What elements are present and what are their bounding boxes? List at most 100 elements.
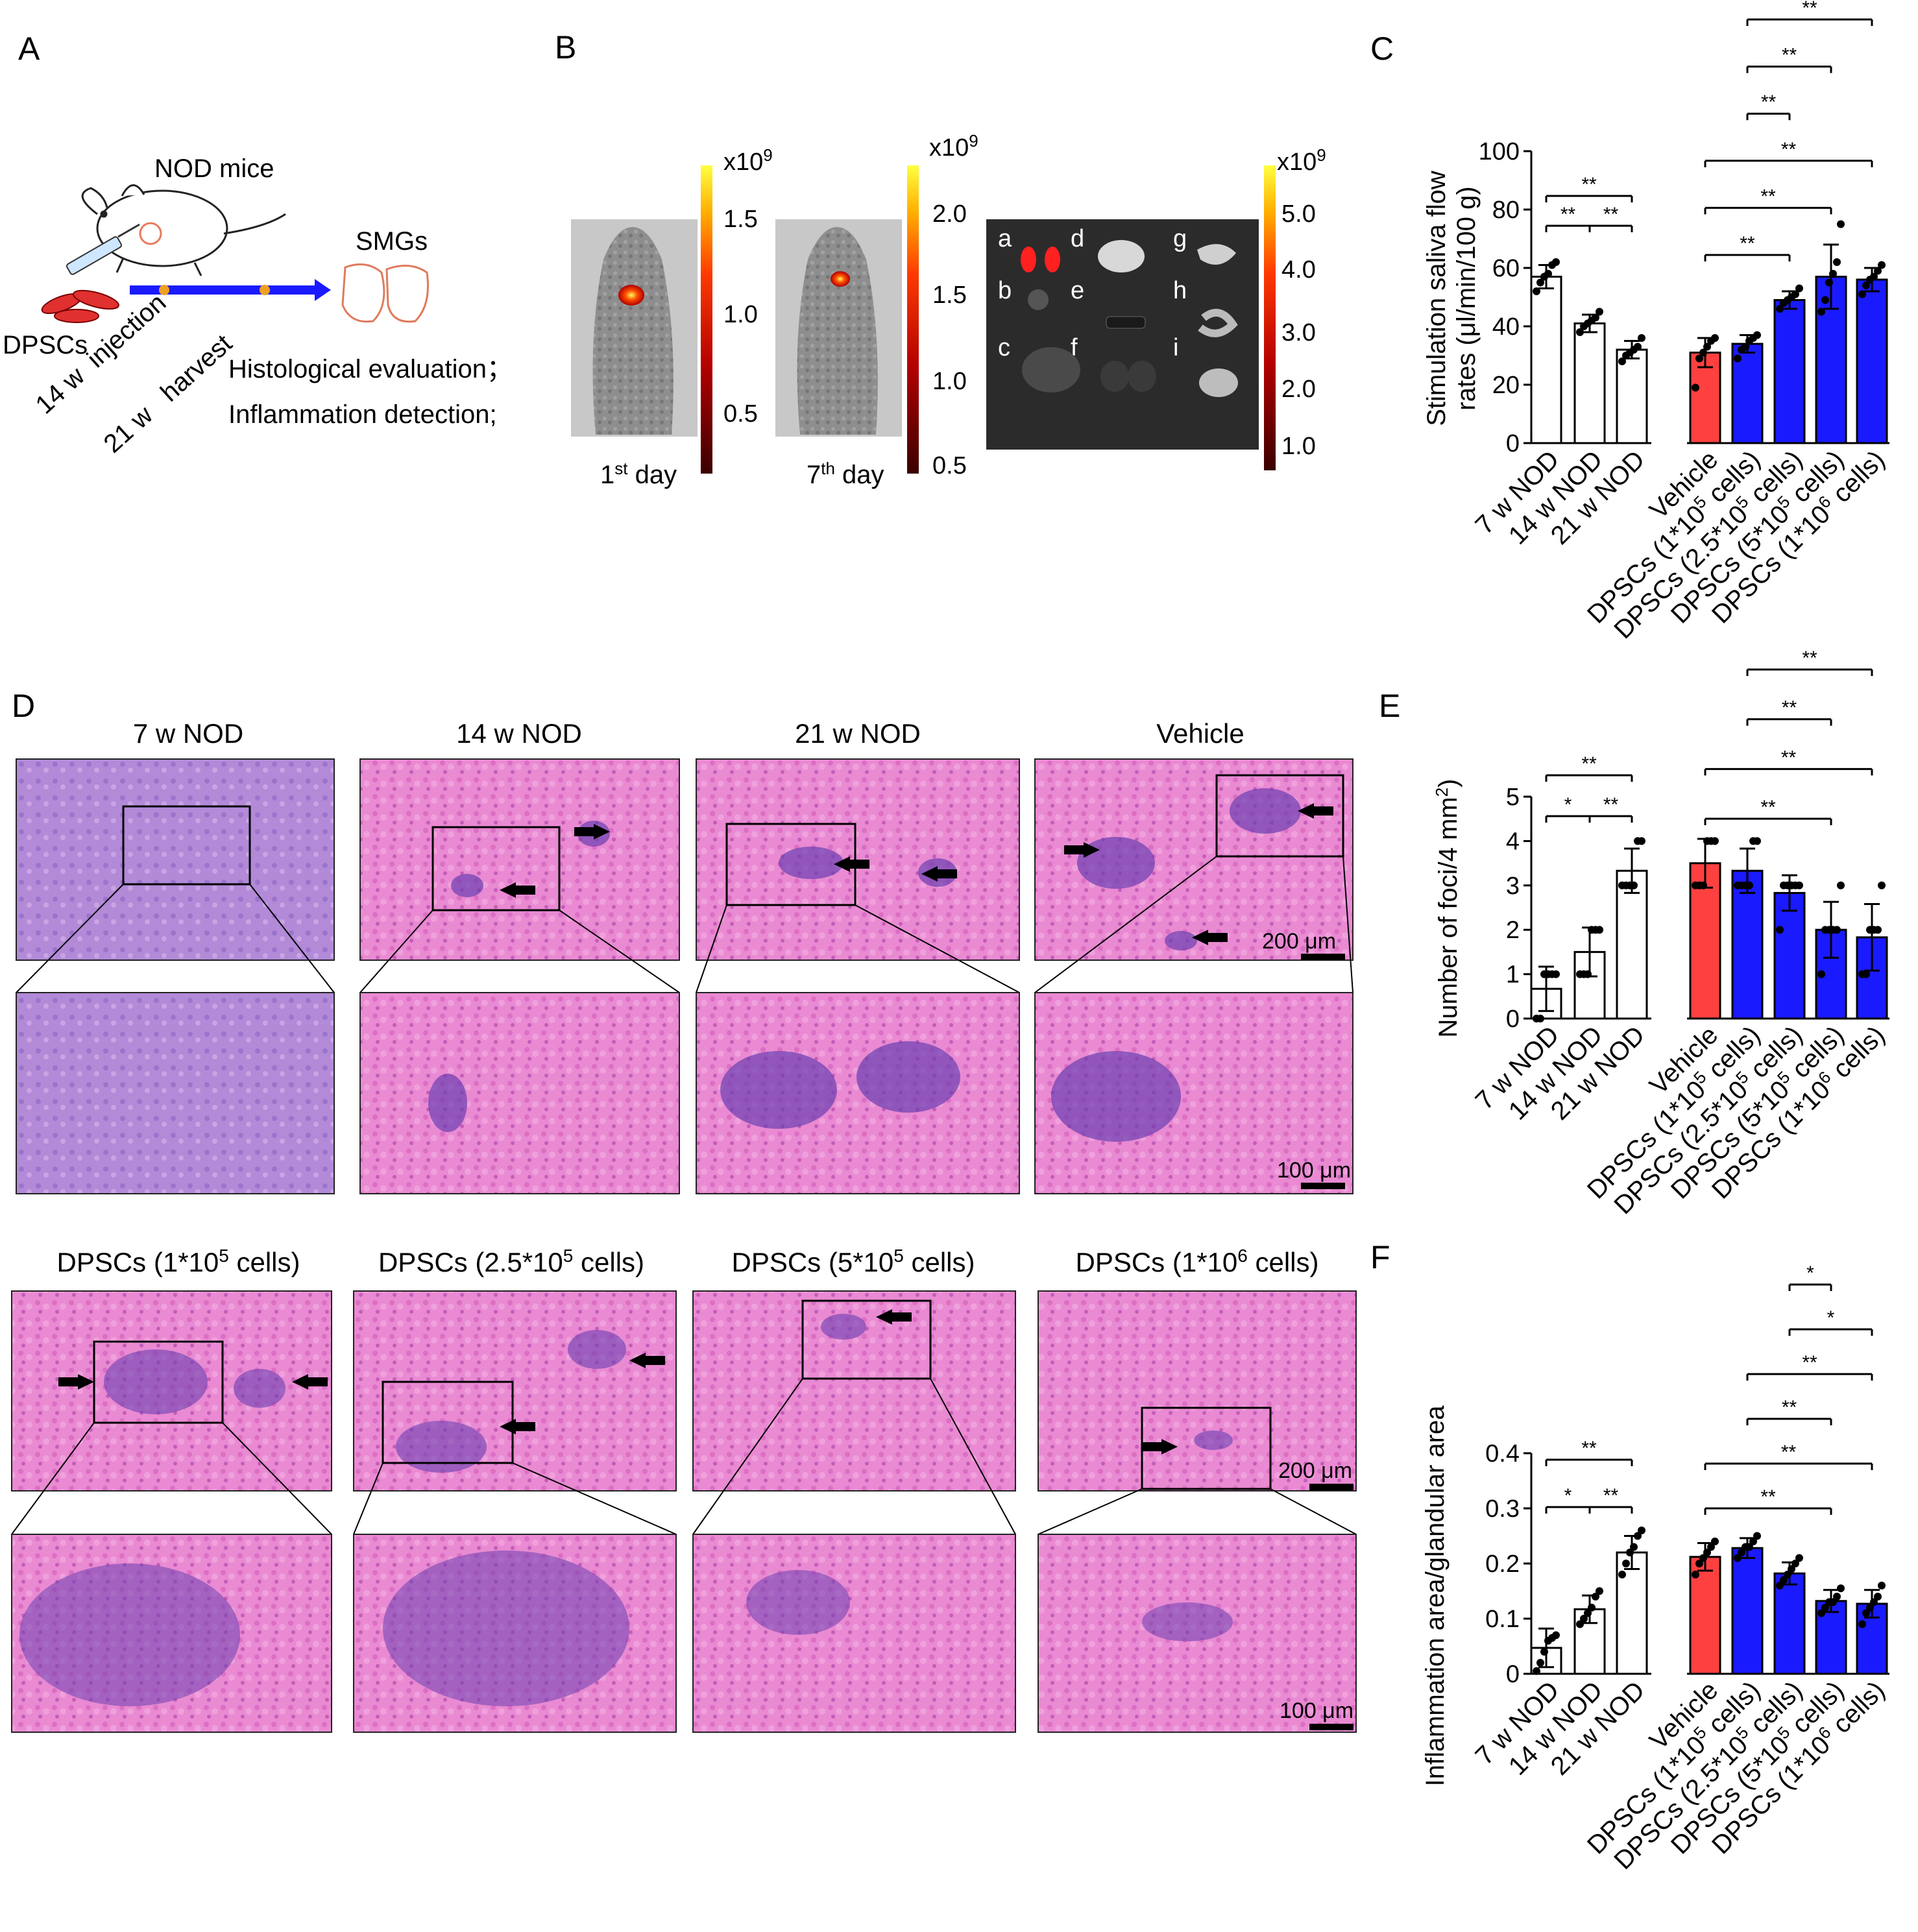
scale-bar-label: 100 μm — [1277, 1158, 1351, 1183]
data-point — [1874, 1593, 1882, 1600]
colorbar-day7-tick: 1.5 — [932, 282, 967, 309]
data-point — [1858, 1620, 1866, 1628]
data-point — [1544, 270, 1552, 278]
data-point — [1817, 970, 1825, 978]
significance-label: ** — [1760, 186, 1776, 207]
colorbar-day1-tick: 1.0 — [723, 301, 758, 328]
panel-letter-d: D — [12, 688, 35, 724]
colorbar-organs-tick: 3.0 — [1281, 319, 1316, 346]
timeline-marker-injection — [159, 285, 169, 295]
panel-letter-f: F — [1370, 1239, 1390, 1275]
data-point — [1703, 1549, 1711, 1556]
significance-label: ** — [1603, 204, 1619, 225]
significance-label: * — [1564, 794, 1572, 815]
y-tick-label: 0 — [1506, 430, 1520, 457]
data-point — [1618, 357, 1626, 365]
histology-title: DPSCs (1*105 cells) — [56, 1246, 300, 1277]
ivis-mouse-day1 — [592, 227, 674, 435]
significance-label: ** — [1581, 1438, 1597, 1459]
data-point — [1596, 926, 1603, 934]
organ-letter: f — [1071, 334, 1078, 361]
bar — [1573, 322, 1606, 444]
data-point — [1788, 1565, 1795, 1573]
organ-letter: a — [998, 225, 1012, 252]
data-point — [1695, 1560, 1703, 1567]
data-point — [1878, 881, 1886, 889]
data-point — [1576, 328, 1584, 336]
data-point — [1791, 290, 1799, 298]
scale-bar — [1309, 1724, 1354, 1730]
zoom-connectors — [16, 856, 1354, 993]
arrow-icon — [500, 803, 1333, 945]
y-tick-label: 3 — [1506, 873, 1520, 900]
data-point — [1870, 272, 1878, 281]
organ-letter: c — [998, 334, 1010, 361]
organ-letter: i — [1173, 334, 1178, 361]
scale-bar-label: 200 μm — [1262, 929, 1336, 954]
colorbar-organs-tick: 5.0 — [1281, 200, 1316, 228]
y-tick-label: 0.3 — [1485, 1495, 1520, 1523]
colorbar-day7-tick: 0.5 — [932, 452, 967, 479]
y-axis-label: Inflammation area/glandular area — [1421, 1405, 1450, 1787]
histology-row2-zoom-boxes — [93, 1299, 1272, 1490]
y-axis-label: Stimulation saliva flowrates (μl/min/100… — [1422, 171, 1481, 426]
data-point — [1742, 343, 1749, 351]
significance-label: ** — [1761, 91, 1777, 113]
timeline-arrowhead — [315, 279, 331, 301]
organ-letter: e — [1071, 277, 1084, 304]
data-point — [1829, 270, 1837, 278]
data-point — [1829, 1598, 1837, 1606]
ivis-signal-day1 — [618, 285, 644, 306]
data-point — [1734, 354, 1742, 363]
data-point — [1584, 1609, 1592, 1617]
data-point — [1692, 1571, 1699, 1578]
colorbar-organs-tick: 1.0 — [1281, 433, 1316, 460]
organ-label: SMGs — [356, 227, 428, 256]
scale-bar-label: 200 μm — [1278, 1458, 1352, 1483]
data-point — [1833, 926, 1841, 934]
data-point — [1795, 284, 1803, 293]
significance-label: ** — [1760, 1486, 1776, 1508]
y-tick-label: 5 — [1506, 784, 1520, 811]
data-point — [1749, 1538, 1757, 1545]
histology-row2-lowmag — [11, 1290, 1357, 1491]
significance-label: * — [1806, 1262, 1814, 1284]
significance-label: ** — [1781, 139, 1797, 160]
data-point — [1753, 1532, 1761, 1540]
data-point — [1791, 1560, 1799, 1567]
data-point — [1533, 287, 1540, 295]
significance-label: ** — [1782, 1397, 1797, 1418]
data-point — [1874, 926, 1882, 934]
y-tick-label: 0.4 — [1485, 1440, 1520, 1467]
data-point — [1592, 313, 1599, 322]
bar — [1856, 278, 1888, 444]
he-image — [359, 992, 680, 1194]
data-point — [1703, 343, 1711, 351]
significance-label: ** — [1581, 174, 1597, 195]
histology-title: 7 w NOD — [133, 718, 243, 749]
data-point — [1753, 837, 1761, 845]
bar — [1616, 1551, 1648, 1675]
significance-label: ** — [1802, 1352, 1817, 1373]
data-point — [1862, 282, 1870, 289]
panel-b: B x109 1.5 1.0 0.5 1st day x109 2.0 1.5 … — [555, 29, 1326, 489]
organ-letter: g — [1173, 225, 1187, 252]
histology-title: Vehicle — [1156, 718, 1244, 749]
organ-letters: a b c d e f g h i — [998, 225, 1187, 361]
data-point — [1862, 970, 1870, 978]
data-point — [1618, 1571, 1626, 1578]
data-point — [1776, 926, 1784, 934]
panel-d: D 7 w NOD 14 w NOD 21 w NOD Vehicle — [11, 688, 1357, 1733]
zoom-connectors — [11, 1378, 1357, 1535]
data-point — [1533, 1667, 1540, 1675]
significance-label: * — [1827, 1307, 1835, 1329]
data-point — [1695, 354, 1703, 363]
data-point — [1734, 1554, 1742, 1562]
histology-title: DPSCs (1*106 cells) — [1075, 1246, 1318, 1277]
data-point — [1699, 881, 1707, 889]
histology-row1-highmag — [16, 992, 1354, 1194]
data-point — [1821, 296, 1829, 304]
data-point — [1837, 881, 1845, 889]
significance-label: ** — [1781, 1442, 1797, 1463]
data-point — [1626, 1549, 1634, 1556]
